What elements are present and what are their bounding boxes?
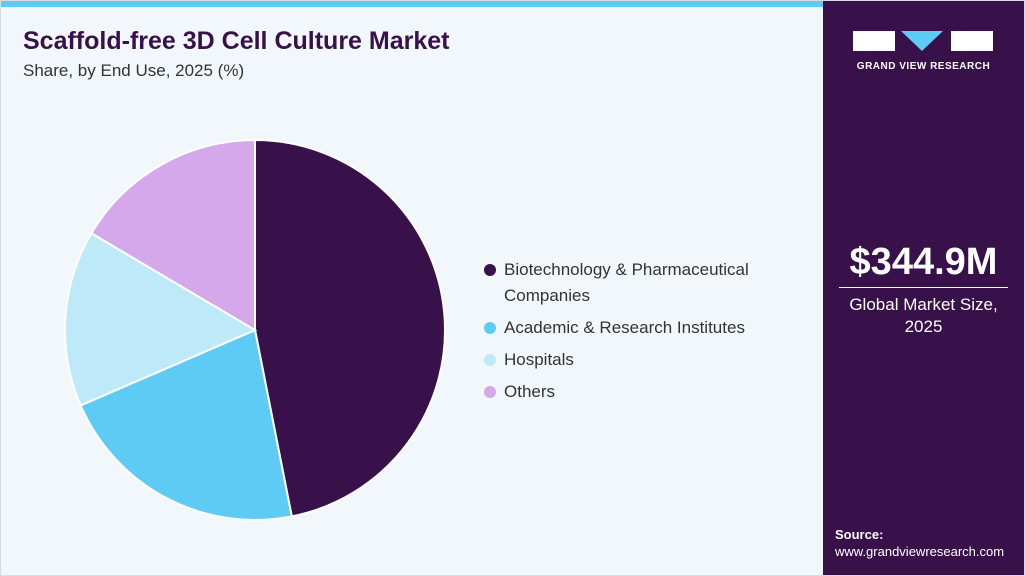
legend-marker [484,354,496,366]
pie-slice [254,138,446,518]
legend-item: Hospitals [484,347,784,373]
brand: GRAND VIEW RESEARCH [856,61,991,72]
legend-marker [484,386,496,398]
source-label: Source: [835,527,884,542]
pie-slice [79,328,293,521]
source-url: www.grandviewresearch.com [835,544,1005,559]
legend-item: Biotechnology & Pharmaceutical Companies [484,257,784,309]
legend-label: Others [504,382,556,401]
top-bar [1,1,823,7]
chart-title: Scaffold-free 3D Cell Culture Market [23,27,450,55]
legend-item: Others [484,379,784,405]
legend-label: Hospitals [504,350,574,369]
legend-label: Academic & Research Institutes [504,318,745,337]
market-size-label: Global Market Size, 2025 [849,295,998,336]
legend: Biotechnology & Pharmaceutical Companies… [484,257,784,411]
pie-slice [90,138,256,332]
legend-marker [484,322,496,334]
legend-item: Academic & Research Institutes [484,315,784,341]
sidebar: GRAND VIEW RESEARCH $344.9M Global Marke… [823,1,1024,575]
pie-slice [64,231,258,407]
legend-label: Biotechnology & Pharmaceutical Companies [504,260,749,305]
chart-subtitle: Share, by End Use, 2025 (%) [23,61,245,80]
logo [853,31,993,51]
legend-marker [484,264,496,276]
pie-chart [64,138,446,521]
market-size: $344.9M [849,241,998,283]
separator [839,287,1008,288]
